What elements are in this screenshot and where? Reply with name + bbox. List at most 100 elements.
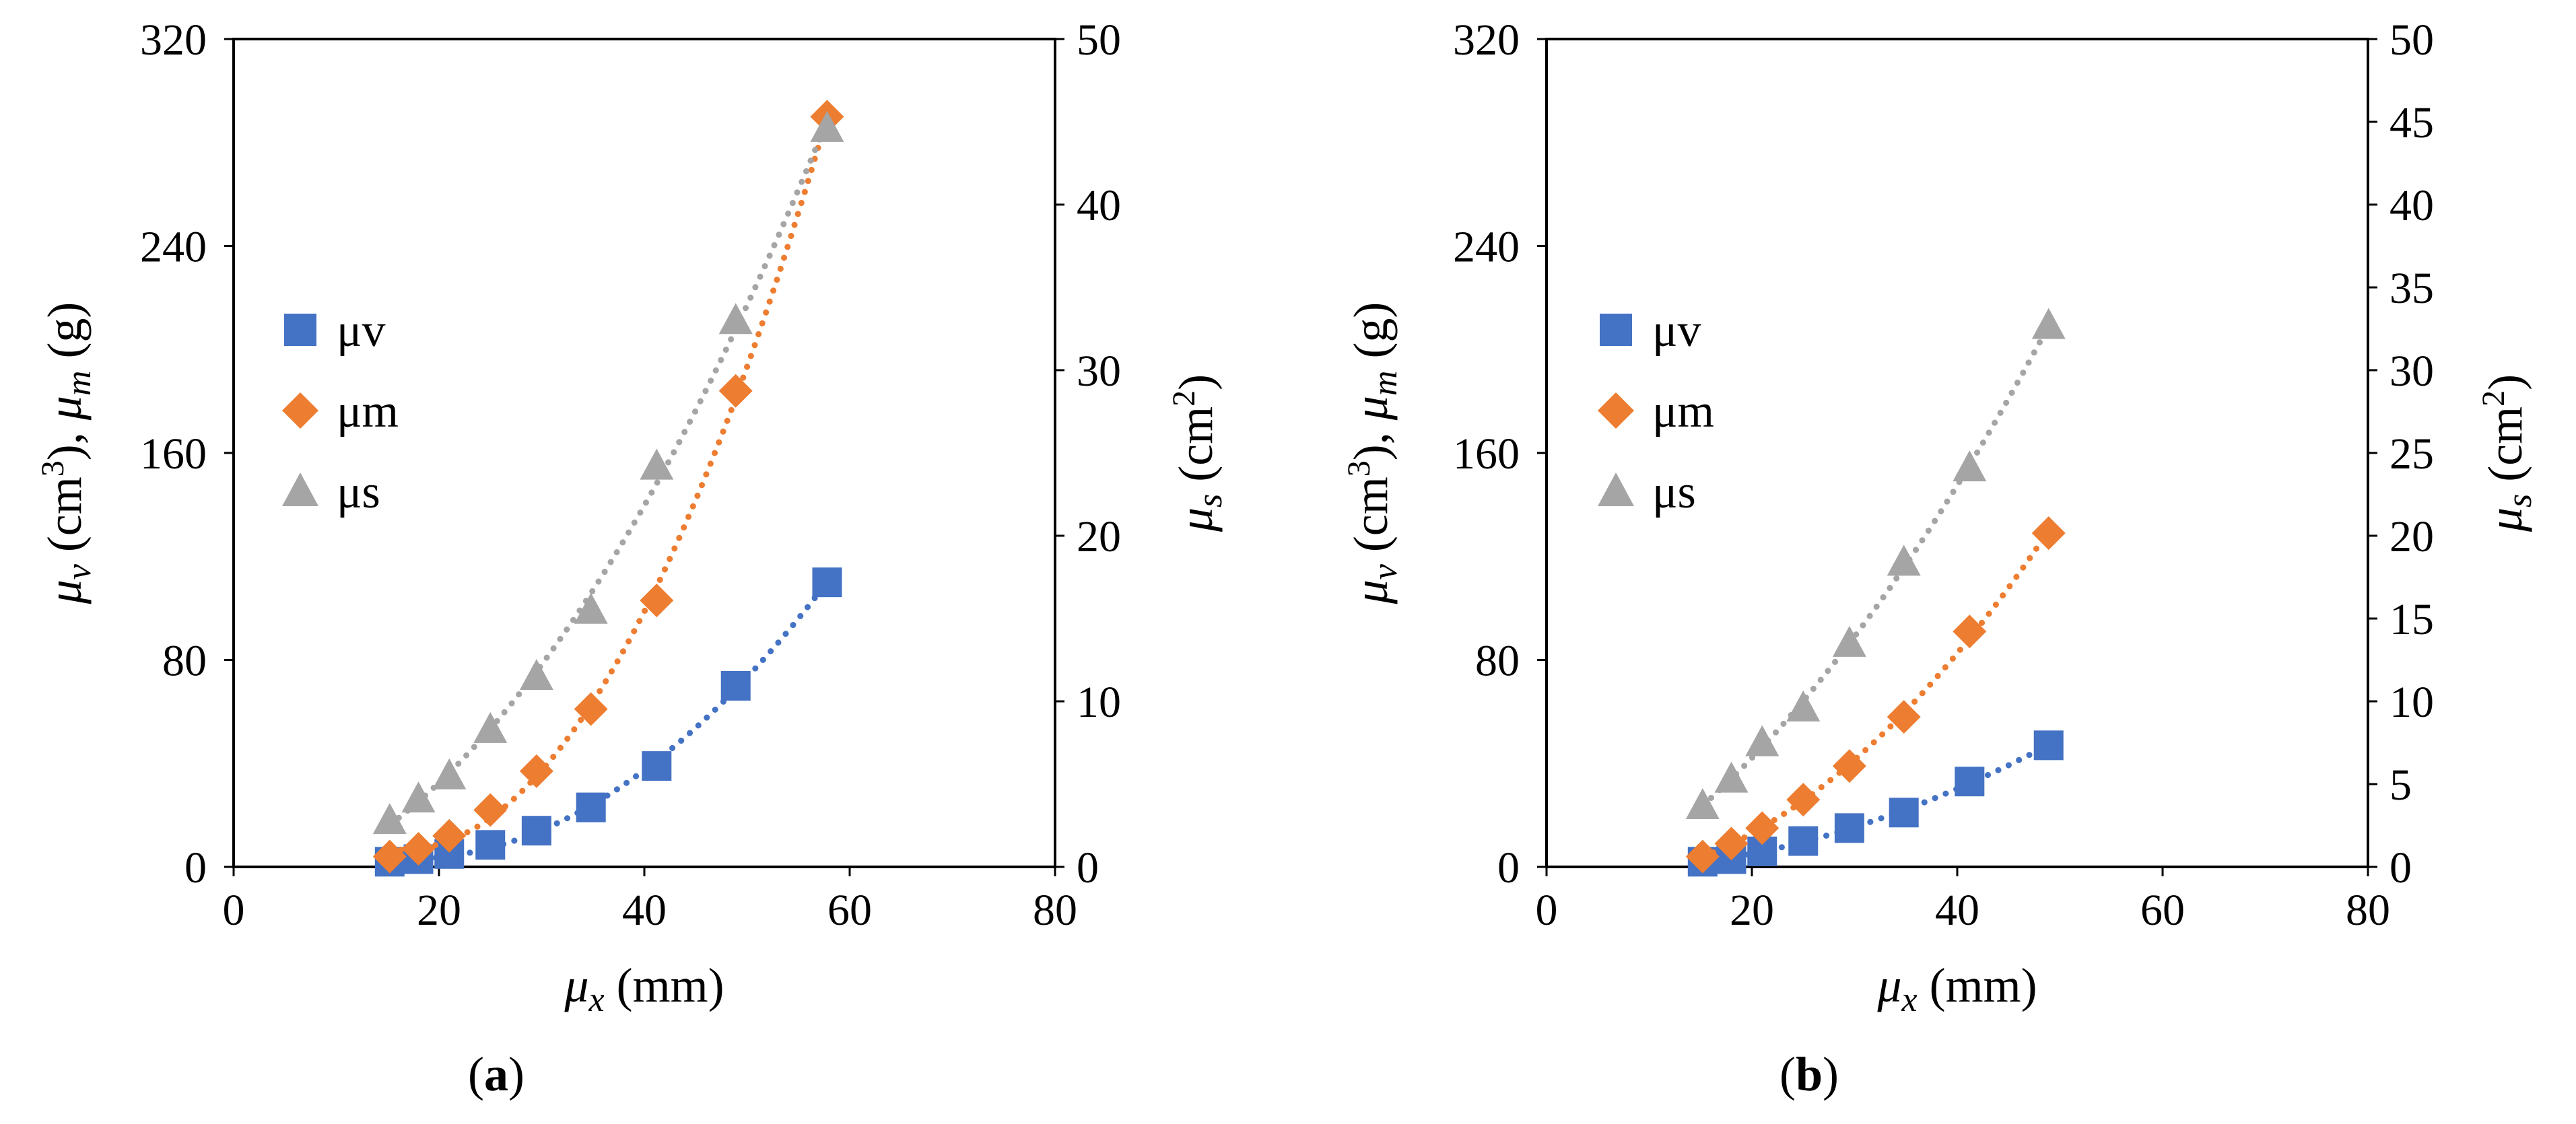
x-tick-label: 0 [1536, 886, 1558, 935]
um-point [401, 832, 436, 866]
y-right-axis-title: μs (cm2) [1166, 374, 1229, 532]
y-left-tick-label: 320 [1453, 15, 1520, 65]
trendline-square [386, 579, 830, 863]
y-right-tick-label: 30 [2389, 347, 2434, 396]
um-point [718, 374, 753, 408]
uv-point [2033, 730, 2064, 761]
y-right-tick-label: 50 [1077, 15, 1121, 65]
us-point [1745, 725, 1780, 757]
us-point [1887, 545, 1921, 576]
legend-label: μm [337, 386, 399, 437]
uv-point [1834, 813, 1864, 843]
um-point [1832, 749, 1866, 783]
us-point [574, 592, 608, 624]
label-part: μ [1169, 507, 1223, 532]
label-part: 2 [2476, 390, 2511, 407]
y-right-tick-label: 50 [2389, 15, 2434, 65]
label-part: (cm [1169, 407, 1223, 494]
y-right-tick-label: 15 [2389, 595, 2434, 644]
x-tick-label: 60 [827, 886, 872, 935]
y-right-tick-label: 30 [1077, 347, 1121, 396]
panel-label: (a) [468, 1047, 524, 1101]
legend-marker-uv [284, 314, 316, 346]
label-part: ) [2478, 374, 2532, 390]
um-point [372, 839, 407, 874]
plot-frame [1545, 38, 2369, 868]
legend-marker-um [1598, 392, 1634, 429]
uv-point [1889, 798, 1919, 828]
y-right-tick-label: 0 [1077, 843, 1099, 892]
um-point [2031, 516, 2066, 551]
trendline-triangle [1699, 322, 2052, 809]
um-point [1887, 700, 1921, 734]
panel-label-part: ) [1823, 1047, 1839, 1101]
us-point [718, 303, 753, 335]
legend-label: μv [1652, 305, 1701, 357]
label-part: 3 [35, 460, 71, 477]
panel-label-part: ) [508, 1047, 524, 1101]
us-point [1953, 450, 1987, 482]
label-part: 3 [1341, 460, 1377, 477]
um-point [1714, 827, 1749, 861]
us-point [1714, 761, 1749, 793]
y-right-tick-label: 40 [1077, 181, 1121, 230]
label-part: x [1901, 981, 1918, 1019]
uv-point [576, 792, 606, 822]
chart-panel-b: 0 20 40 60 800801602403200510152025303540455… [1341, 15, 2539, 1101]
x-axis-title: μx (mm) [564, 958, 724, 1019]
legend: μv μm μs [1598, 305, 1714, 518]
y-left-tick-label: 240 [140, 223, 207, 272]
label-part: μ [2478, 507, 2532, 532]
um-point [1745, 811, 1780, 845]
us-point [2031, 308, 2066, 339]
y-left-tick-label: 80 [162, 637, 207, 686]
y-right-axis-title: μs (cm2) [2476, 374, 2539, 532]
y-left-tick-label: 0 [184, 843, 207, 892]
label-part: v [1366, 563, 1404, 579]
legend-marker-uv [1600, 314, 1632, 346]
label-part: μ [1876, 958, 1901, 1012]
um-point [473, 793, 508, 827]
y-left-tick-label: 0 [1497, 843, 1520, 892]
x-tick-label: 60 [2140, 886, 2185, 935]
y-left-tick-label: 160 [140, 429, 207, 479]
us-point [640, 448, 674, 480]
label-part: m [1366, 371, 1404, 396]
label-part: μ [38, 396, 92, 421]
legend-label: μm [1652, 386, 1714, 437]
panel-label: (b) [1780, 1047, 1839, 1101]
uv-point [1955, 767, 1985, 797]
label-part: μ [1344, 396, 1398, 421]
um-point [1953, 614, 1987, 649]
us-point [372, 803, 407, 835]
label-part: (cm [38, 477, 92, 564]
x-tick-label: 40 [622, 886, 667, 935]
um-point [432, 818, 467, 853]
legend-label: μs [337, 466, 380, 518]
panel-label-part: b [1796, 1047, 1823, 1101]
uv-point [642, 751, 672, 781]
uv-point [1788, 826, 1819, 856]
label-part: v [60, 563, 98, 579]
uv-point [720, 670, 751, 701]
y-left-tick-label: 80 [1475, 637, 1520, 686]
label-part: s [2501, 494, 2539, 507]
trendline-triangle [386, 117, 830, 829]
us-point [1685, 787, 1720, 819]
x-tick-label: 20 [1730, 886, 1774, 935]
um-point [640, 584, 674, 618]
label-part: (g) [1344, 302, 1398, 371]
us-point [401, 781, 436, 813]
us-point [1832, 625, 1866, 657]
legend-marker-us [282, 472, 318, 506]
label-part: ), [38, 420, 92, 460]
plot-frame [232, 38, 1056, 868]
panel-label-part: ( [468, 1047, 484, 1101]
y-right-tick-label: 0 [2389, 843, 2412, 892]
y-right-tick-label: 10 [1077, 678, 1121, 727]
x-tick-label: 0 [223, 886, 245, 935]
label-part: (g) [38, 302, 92, 371]
us-point [519, 659, 553, 691]
legend-marker-um [282, 392, 318, 429]
